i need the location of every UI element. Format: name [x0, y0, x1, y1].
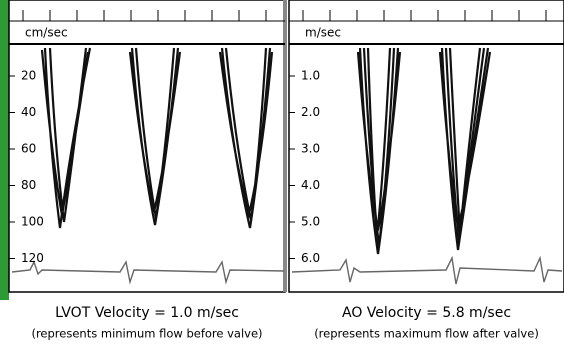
scale-label: 3.0	[301, 142, 320, 156]
caption: AO Velocity = 5.8 m/sec	[342, 305, 511, 321]
scale-label: 120	[21, 251, 44, 265]
scale-label: 1.0	[301, 69, 320, 83]
scale-label: 5.0	[301, 215, 320, 229]
doppler-figure: cm/sec 20 40 60 80 100 120 LVOT Velocity = 1.0 …	[0, 0, 564, 344]
scale-label: 6.0	[301, 251, 320, 265]
caption: LVOT Velocity = 1.0 m/sec	[55, 305, 239, 321]
scale-label: 4.0	[301, 178, 320, 192]
note: (represents maximum flow after valve)	[314, 327, 539, 341]
scale-label: 2.0	[301, 105, 320, 119]
scale-label: 40	[21, 105, 36, 119]
scale-label: 80	[21, 178, 36, 192]
unit-label: cm/sec	[25, 26, 68, 40]
scale-label: 20	[21, 69, 36, 83]
green-strip	[0, 0, 9, 300]
unit-label: m/sec	[305, 26, 341, 40]
scale-label: 60	[21, 142, 36, 156]
scale-label: 100	[21, 215, 44, 229]
note: (represents minimum flow before valve)	[31, 327, 262, 341]
